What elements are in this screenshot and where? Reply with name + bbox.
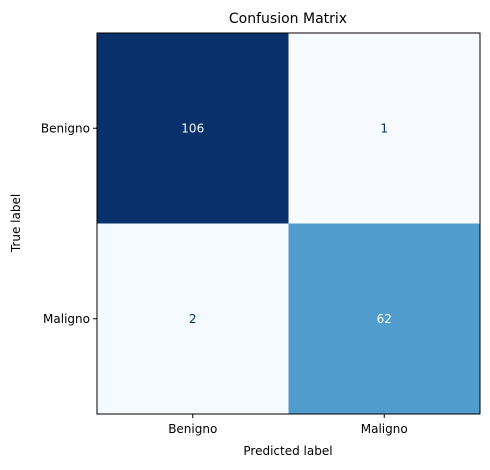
cell-value-benigno-benigno: 106	[181, 121, 204, 135]
heatmap-cell-benigno-maligno	[288, 33, 480, 224]
chart-title: Confusion Matrix	[229, 11, 347, 27]
y-tick-label-benigno: Benigno	[41, 121, 90, 135]
cell-value-maligno-maligno: 62	[377, 312, 392, 326]
y-tick-label-maligno: Maligno	[43, 312, 90, 326]
x-tick-label-benigno: Benigno	[168, 422, 217, 436]
x-tick-label-maligno: Maligno	[361, 422, 408, 436]
cell-value-benigno-maligno: 1	[380, 121, 388, 135]
heatmap-cell-maligno-maligno	[288, 223, 480, 414]
x-axis-label: Predicted label	[243, 444, 332, 458]
heatmap-cell-benigno-benigno	[97, 33, 289, 224]
heatmap-cell-maligno-benigno	[97, 223, 289, 414]
heatmap-cell-labels: 106 1 2 62	[181, 121, 392, 326]
x-axis-ticks: Benigno Maligno	[168, 414, 408, 436]
plot-frame	[96, 32, 481, 415]
cell-value-maligno-benigno: 2	[189, 312, 197, 326]
y-axis-label: True label	[9, 194, 23, 253]
y-axis-ticks: Benigno Maligno	[41, 121, 97, 326]
heatmap-cells	[97, 33, 480, 414]
